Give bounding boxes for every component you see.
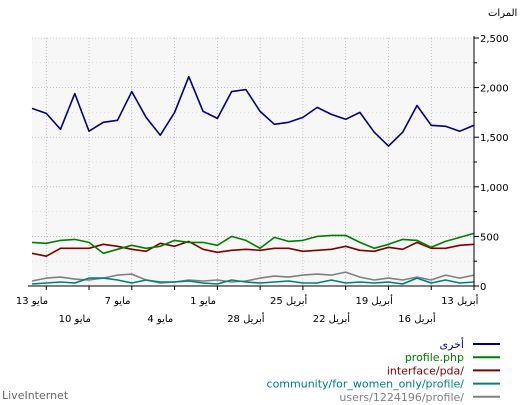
- y-tick-label: 500: [480, 232, 499, 243]
- x-tick-label: 13 مايو: [16, 296, 48, 307]
- y-tick-label: 1,500: [480, 133, 509, 144]
- x-tick-label: 1 مايو: [190, 296, 216, 307]
- series-line: [31, 277, 475, 285]
- legend-label: profile.php: [405, 351, 464, 364]
- chart-title: المرات: [488, 8, 517, 19]
- series-lines: [31, 75, 475, 285]
- x-tick-label: 7 مايو: [105, 296, 131, 307]
- series-line: [31, 75, 475, 147]
- series-line: [31, 240, 475, 258]
- legend-label: أخرى: [439, 337, 464, 351]
- x-tick-label: 22 أبريل: [313, 312, 351, 325]
- series-line: [31, 232, 475, 255]
- axes: 0 500 1,000 1,500 2,000 2,500 13 مايو 7 مايو 1 م…: [16, 34, 509, 325]
- x-tick-label: 28 أبريل: [227, 312, 265, 325]
- legend-label: users/1224196/profile/: [339, 391, 464, 404]
- y-tick-label: 0: [480, 282, 486, 293]
- x-tick-label: 10 مايو: [59, 314, 91, 325]
- legend-label: interface/pda/: [387, 364, 464, 377]
- legend-label: community/for_women_only/profile/: [267, 378, 465, 391]
- y-tick-label: 2,500: [480, 34, 509, 45]
- footer-label: LiveInternet: [2, 389, 69, 402]
- x-tick-label: 19 أبريل: [356, 294, 394, 307]
- x-tick-label: 13 أبريل: [441, 294, 479, 307]
- x-tick-label: 4 مايو: [147, 314, 173, 325]
- series-line: [31, 271, 475, 284]
- y-tick-label: 2,000: [480, 84, 509, 95]
- x-tick-label: 25 أبريل: [270, 294, 308, 307]
- x-tick-label: 16 أبريل: [398, 312, 436, 325]
- y-tick-label: 1,000: [480, 183, 509, 194]
- legend: أخرىprofile.phpinterface/pda/community/f…: [267, 337, 500, 404]
